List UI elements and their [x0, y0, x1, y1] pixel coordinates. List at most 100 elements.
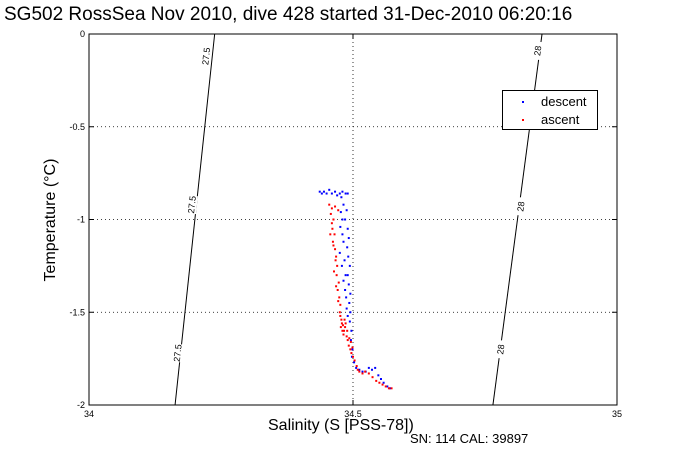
- legend-item-ascent: ascent: [503, 112, 597, 129]
- density-contours: 27.5 27.5 27.5 28 28 28: [171, 33, 544, 406]
- data-point-ascent: [338, 311, 341, 314]
- x-axis-label: Salinity (S [PSS-78]): [268, 417, 414, 434]
- data-point-descent: [320, 192, 323, 195]
- data-point-ascent: [343, 329, 346, 332]
- data-point-ascent: [349, 340, 352, 343]
- data-point-ascent: [332, 270, 335, 273]
- data-point-ascent: [340, 318, 343, 321]
- data-point-descent: [322, 190, 325, 193]
- axis-ticks: 34 34.5 35 0 -0.5 -1 -1.5 -2: [69, 29, 622, 419]
- data-point-descent: [386, 385, 389, 388]
- data-point-descent: [318, 190, 321, 193]
- data-point-descent: [341, 218, 344, 221]
- data-point-descent: [374, 366, 377, 369]
- data-point-ascent: [346, 339, 349, 342]
- y-tick-label: -1: [77, 215, 85, 225]
- contour-label: 28: [532, 45, 543, 56]
- data-point-ascent: [375, 379, 378, 382]
- x-tick-label: 34: [84, 409, 94, 419]
- data-point-descent: [349, 292, 352, 295]
- legend-marker-ascent: [522, 119, 524, 121]
- data-point-ascent: [367, 372, 370, 375]
- data-point-descent: [345, 296, 348, 299]
- contour-label: 27.5: [200, 47, 212, 65]
- data-point-ascent: [381, 383, 384, 386]
- data-point-ascent: [341, 324, 344, 327]
- data-point-ascent: [336, 264, 339, 267]
- data-point-descent: [348, 264, 351, 267]
- data-point-descent: [346, 246, 349, 249]
- data-point-ascent: [353, 359, 356, 362]
- data-point-descent: [388, 387, 391, 390]
- data-point-ascent: [334, 248, 337, 251]
- contour-label-background: [531, 41, 544, 61]
- data-point-ascent: [337, 281, 340, 284]
- data-point-descent: [334, 190, 337, 193]
- data-point-ascent: [339, 326, 342, 329]
- density-contour-line: [174, 33, 216, 406]
- chart-title: SG502 RossSea Nov 2010, dive 428 started…: [4, 4, 573, 25]
- contour-label: 28: [515, 201, 526, 212]
- data-point-descent: [379, 378, 382, 381]
- data-point-ascent: [328, 203, 331, 206]
- data-point-descent: [340, 196, 343, 199]
- data-point-descent: [347, 237, 350, 240]
- data-series: [318, 188, 393, 390]
- contour-label: 27.5: [172, 344, 184, 362]
- data-point-ascent: [332, 244, 335, 247]
- contour-label-background: [171, 343, 184, 363]
- data-point-ascent: [335, 274, 338, 277]
- data-point-ascent: [344, 322, 347, 325]
- data-point-descent: [344, 192, 347, 195]
- legend-item-descent: descent: [503, 94, 597, 111]
- data-point-ascent: [329, 233, 332, 236]
- data-point-ascent: [344, 326, 347, 329]
- data-point-descent: [330, 192, 333, 195]
- data-point-descent: [350, 329, 353, 332]
- data-point-descent: [346, 314, 349, 317]
- data-point-descent: [341, 233, 344, 236]
- contour-label-background: [494, 339, 507, 359]
- data-point-ascent: [345, 335, 348, 338]
- y-axis-label: Temperature (°C): [42, 158, 59, 282]
- data-point-descent: [347, 283, 350, 286]
- data-point-descent: [342, 203, 345, 206]
- data-point-descent: [344, 218, 347, 221]
- legend-marker-descent: [522, 101, 524, 103]
- data-point-descent: [349, 339, 352, 342]
- data-point-descent: [350, 355, 353, 358]
- data-point-descent: [325, 192, 328, 195]
- data-point-ascent: [347, 344, 350, 347]
- data-point-ascent: [331, 240, 334, 243]
- data-point-ascent: [390, 387, 393, 390]
- data-point-ascent: [352, 355, 354, 358]
- legend-label-ascent: ascent: [541, 112, 580, 127]
- data-point-descent: [346, 274, 349, 277]
- data-point-ascent: [337, 209, 340, 212]
- data-point-ascent: [351, 346, 354, 349]
- data-point-ascent: [332, 218, 335, 221]
- data-point-descent: [361, 370, 364, 373]
- data-point-ascent: [330, 222, 333, 225]
- data-point-ascent: [331, 227, 334, 230]
- data-point-descent: [346, 227, 349, 230]
- contour-label: 28: [495, 344, 506, 355]
- data-point-ascent: [361, 372, 364, 375]
- data-point-descent: [348, 320, 351, 323]
- contour-label: 27.5: [186, 195, 198, 213]
- data-point-descent: [342, 240, 345, 243]
- x-tick-label: 35: [612, 409, 622, 419]
- y-tick-label: -1.5: [69, 307, 85, 317]
- data-point-descent: [355, 366, 358, 369]
- data-point-descent: [344, 288, 347, 291]
- data-point-descent: [341, 190, 344, 193]
- data-point-descent: [342, 279, 345, 282]
- data-point-descent: [367, 366, 370, 369]
- data-point-ascent: [384, 385, 387, 388]
- contour-label-background: [186, 195, 198, 215]
- data-point-ascent: [336, 288, 339, 291]
- data-point-ascent: [378, 381, 381, 384]
- data-point-ascent: [346, 329, 349, 332]
- data-point-descent: [338, 192, 341, 195]
